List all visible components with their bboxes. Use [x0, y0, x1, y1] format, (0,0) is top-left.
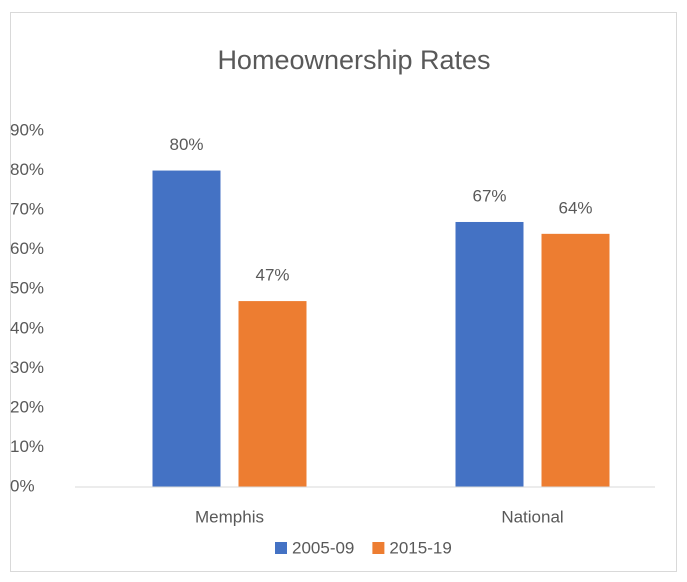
- bar: [238, 301, 307, 487]
- legend-label: 2015-19: [389, 538, 451, 557]
- y-tick-label: 70%: [10, 200, 44, 219]
- data-label: 67%: [472, 186, 506, 205]
- legend-label: 2005-09: [292, 538, 354, 557]
- data-label: 64%: [558, 198, 592, 217]
- y-tick-label: 40%: [10, 318, 44, 337]
- y-tick-label: 50%: [10, 279, 44, 298]
- y-tick-label: 20%: [10, 397, 44, 416]
- y-tick-label: 30%: [10, 358, 44, 377]
- y-tick-label: 60%: [10, 239, 44, 258]
- data-label: 80%: [169, 135, 203, 154]
- bar: [541, 233, 610, 487]
- x-tick-label: Memphis: [195, 507, 264, 526]
- data-label: 47%: [255, 266, 289, 285]
- y-tick-label: 80%: [10, 160, 44, 179]
- legend-swatch: [275, 542, 287, 554]
- x-tick-label: National: [501, 507, 563, 526]
- y-tick-label: 90%: [10, 120, 44, 139]
- legend-swatch: [372, 542, 385, 554]
- y-tick-label: 10%: [10, 437, 44, 456]
- chart-title: Homeownership Rates: [217, 45, 490, 75]
- y-tick-label: 0%: [10, 476, 35, 495]
- bar: [455, 221, 524, 487]
- bar: [152, 170, 221, 488]
